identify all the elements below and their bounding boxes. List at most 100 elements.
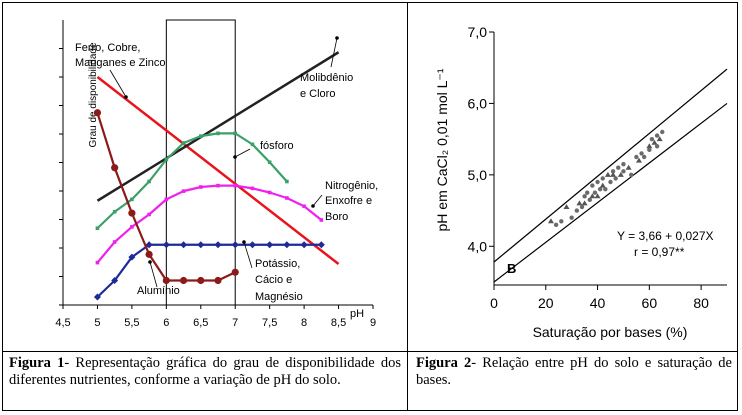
data-point <box>585 190 590 195</box>
annotation-pointer-head <box>124 95 128 99</box>
x-axis-label: Saturação por bases (%) <box>533 324 688 340</box>
series-marker-5 <box>93 109 102 117</box>
series-marker-3 <box>285 196 289 200</box>
y-axis-label: Grau de disponibilidade <box>88 42 99 148</box>
data-point <box>587 197 592 203</box>
series-marker-2 <box>216 131 220 136</box>
annotation-pointer <box>243 241 253 269</box>
series-marker-5 <box>111 164 119 172</box>
series-marker-3 <box>319 218 324 222</box>
x-tick-label: 5,5 <box>124 317 139 329</box>
data-point <box>604 171 611 177</box>
data-point <box>610 169 616 174</box>
data-point <box>649 136 655 142</box>
series-marker-3 <box>250 186 255 191</box>
series-marker-2 <box>112 209 117 214</box>
data-point <box>617 171 624 177</box>
y-tick-label: 6,0 <box>468 95 488 111</box>
x-axis-label: pH <box>350 308 364 320</box>
data-point <box>559 219 564 224</box>
data-point <box>603 186 608 192</box>
annotation-label: Alumínio <box>137 285 180 297</box>
series-marker-2 <box>147 179 151 184</box>
series-marker-3 <box>216 183 220 188</box>
x-tick-label: 7,5 <box>262 317 277 329</box>
x-tick-label: 6 <box>163 317 169 329</box>
series-marker-5 <box>145 250 153 258</box>
data-point <box>654 144 660 149</box>
figure1-caption-text: - Representação gráfica do grau de dispo… <box>9 355 401 388</box>
annotation-pointer-head <box>233 155 237 159</box>
data-point <box>635 157 642 163</box>
data-point <box>592 190 598 195</box>
series-marker-3 <box>233 183 238 188</box>
annotation-label: Boro <box>325 211 348 223</box>
series-marker-3 <box>147 212 151 217</box>
data-point <box>599 182 606 188</box>
data-point <box>547 218 554 224</box>
series-marker-5 <box>214 276 222 285</box>
series-marker-4 <box>317 241 325 249</box>
annotation-label: fósforo <box>260 140 294 152</box>
annotation-label: Enxofre e <box>325 195 372 207</box>
series-marker-4 <box>248 241 256 249</box>
x-tick-label: 9 <box>370 317 376 329</box>
data-point <box>582 194 587 199</box>
data-point <box>581 200 588 206</box>
series-marker-2 <box>250 142 255 147</box>
series-marker-5 <box>179 276 188 285</box>
series-marker-3 <box>302 204 306 209</box>
annotation-pointer <box>330 37 338 68</box>
data-point <box>654 133 660 138</box>
data-point <box>589 193 596 199</box>
series-marker-4 <box>300 241 308 249</box>
annotation-label: Molibdênio <box>300 72 353 84</box>
y-tick-label: 7,0 <box>468 24 488 40</box>
caption-divider <box>2 351 738 352</box>
annotation-label: Nitrogênio, <box>325 180 378 192</box>
series-marker-4 <box>214 241 222 249</box>
data-point <box>634 154 639 160</box>
x-tick-label: 40 <box>590 295 606 311</box>
annotation-label: Potássio, <box>255 258 300 270</box>
data-point <box>629 172 634 178</box>
panel-label: B <box>507 261 516 276</box>
data-point <box>579 204 585 210</box>
data-point <box>610 171 617 177</box>
data-point <box>641 154 647 160</box>
annotation-label: Ferro, Cobre, <box>75 42 140 54</box>
x-tick-label: 0 <box>490 295 498 311</box>
series-marker-2 <box>267 160 272 165</box>
series-line-3 <box>96 184 323 264</box>
series-marker-4 <box>283 241 291 249</box>
data-point <box>647 147 652 153</box>
data-point <box>563 204 570 209</box>
data-point <box>590 183 595 188</box>
series-marker-2 <box>198 134 203 138</box>
x-tick-label: 8,5 <box>331 317 346 329</box>
data-point <box>608 179 613 185</box>
series-marker-5 <box>162 276 170 285</box>
x-tick-label: 80 <box>693 295 709 311</box>
nutrient-availability-chart: 4,5 5 5,5 6 6,5 7 7,5 8 8,5 9 pH Grau de disponibil… <box>55 19 378 329</box>
correlation-coefficient: r = 0,97** <box>634 245 685 259</box>
annotation-pointer-head <box>148 260 152 264</box>
figure1-caption-label: Figura 1 <box>9 355 65 371</box>
y-axis-label: pH em CaCl₂ 0,01 mol L⁻¹ <box>434 68 450 231</box>
series-line-1 <box>96 51 340 202</box>
figure-table-frame <box>2 2 738 411</box>
x-tick-label: 60 <box>642 295 658 311</box>
series-marker-3 <box>95 260 100 265</box>
data-point <box>574 208 580 213</box>
series-marker-3 <box>130 225 134 229</box>
series-marker-5 <box>128 209 136 217</box>
regression-line-1 <box>493 102 728 283</box>
series-marker-2 <box>130 197 134 202</box>
data-point <box>600 176 605 181</box>
series-marker-4 <box>180 241 188 249</box>
data-point <box>639 151 644 156</box>
series-marker-3 <box>267 190 272 195</box>
figure2-caption: Figura 2- Relação entre pH do solo e sat… <box>416 355 732 389</box>
series-marker-2 <box>285 179 289 184</box>
x-tick-label: 7 <box>232 317 238 329</box>
